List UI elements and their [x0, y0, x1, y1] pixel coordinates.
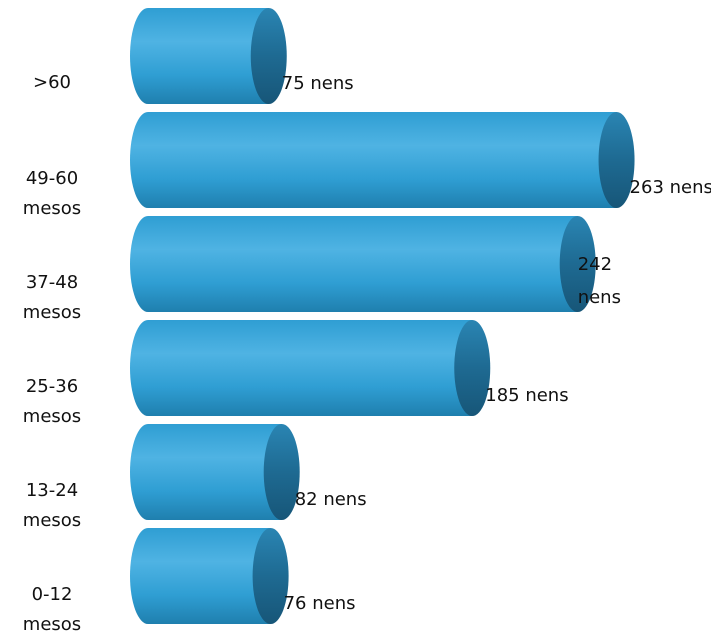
category-label: 25-36 mesos: [23, 376, 81, 427]
bar-cap: [250, 8, 287, 104]
data-label: 76 nens: [284, 593, 356, 614]
bar-body: [130, 216, 578, 312]
data-label: 185 nens: [485, 385, 568, 406]
bar-body: [130, 320, 473, 416]
labels-layer: >60 75 nens 49-60 mesos 263 nens 37-48 mesos 24…: [23, 72, 711, 634]
bar-cap: [263, 424, 300, 520]
category-label: 0-12 mesos: [23, 584, 81, 634]
bar-body: [130, 8, 269, 104]
category-label: 49-60 mesos: [23, 168, 81, 219]
data-label: 75 nens: [282, 73, 354, 94]
bar-body: [130, 528, 271, 624]
bar-cap: [559, 216, 596, 312]
bar-body: [130, 112, 617, 208]
bar-3: [130, 216, 596, 312]
bar-body: [130, 424, 282, 520]
data-label: 82 nens: [295, 489, 367, 510]
category-label: 37-48 mesos: [23, 272, 81, 323]
category-label: >60: [33, 72, 71, 93]
bar-cap: [454, 320, 491, 416]
bar-cap: [252, 528, 289, 624]
data-label: 242 nens: [578, 254, 621, 308]
bar-cap: [598, 112, 635, 208]
bar-5: [130, 424, 300, 520]
bar-6: [130, 528, 289, 624]
bar-4: [130, 320, 491, 416]
data-label: 263 nens: [630, 177, 711, 198]
bar-1: [130, 8, 287, 104]
category-label: 13-24 mesos: [23, 480, 81, 531]
bar-2: [130, 112, 635, 208]
bars-layer: [130, 8, 635, 624]
